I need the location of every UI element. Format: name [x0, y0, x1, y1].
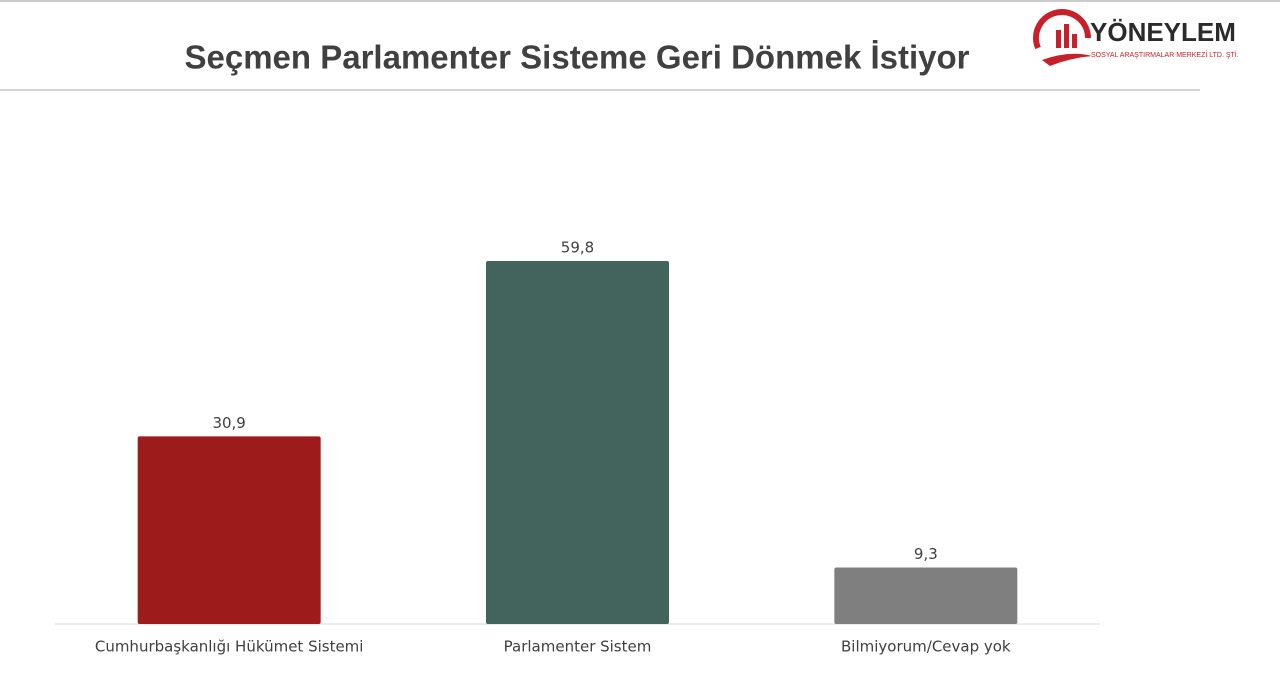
logo-bar: [1064, 24, 1069, 48]
logo-name: YÖNEYLEM: [1090, 17, 1236, 47]
bar: [486, 261, 669, 624]
value-label: 9,3: [914, 545, 938, 563]
x-tick-label: Parlamenter Sistem: [504, 638, 652, 656]
x-tick-label: Bilmiyorum/Cevap yok: [841, 638, 1011, 656]
bar: [834, 567, 1018, 624]
chart-title: Seçmen Parlamenter Sisteme Geri Dönmek İ…: [184, 39, 969, 76]
logo-subtitle: SOSYAL ARAŞTIRMALAR MERKEZİ LTD. ŞTİ.: [1091, 50, 1239, 59]
value-label: 59,8: [561, 239, 594, 257]
logo: YÖNEYLEM SOSYAL ARAŞTIRMALAR MERKEZİ LTD…: [1033, 9, 1239, 66]
x-tick-label: Cumhurbaşkanlığı Hükümet Sistemi: [95, 638, 364, 656]
logo-bar: [1072, 34, 1077, 48]
logo-bar: [1056, 30, 1061, 48]
value-label: 30,9: [212, 414, 245, 432]
bar: [137, 436, 321, 624]
logo-swoosh: [1042, 53, 1092, 66]
logo-ring: [1033, 9, 1091, 50]
